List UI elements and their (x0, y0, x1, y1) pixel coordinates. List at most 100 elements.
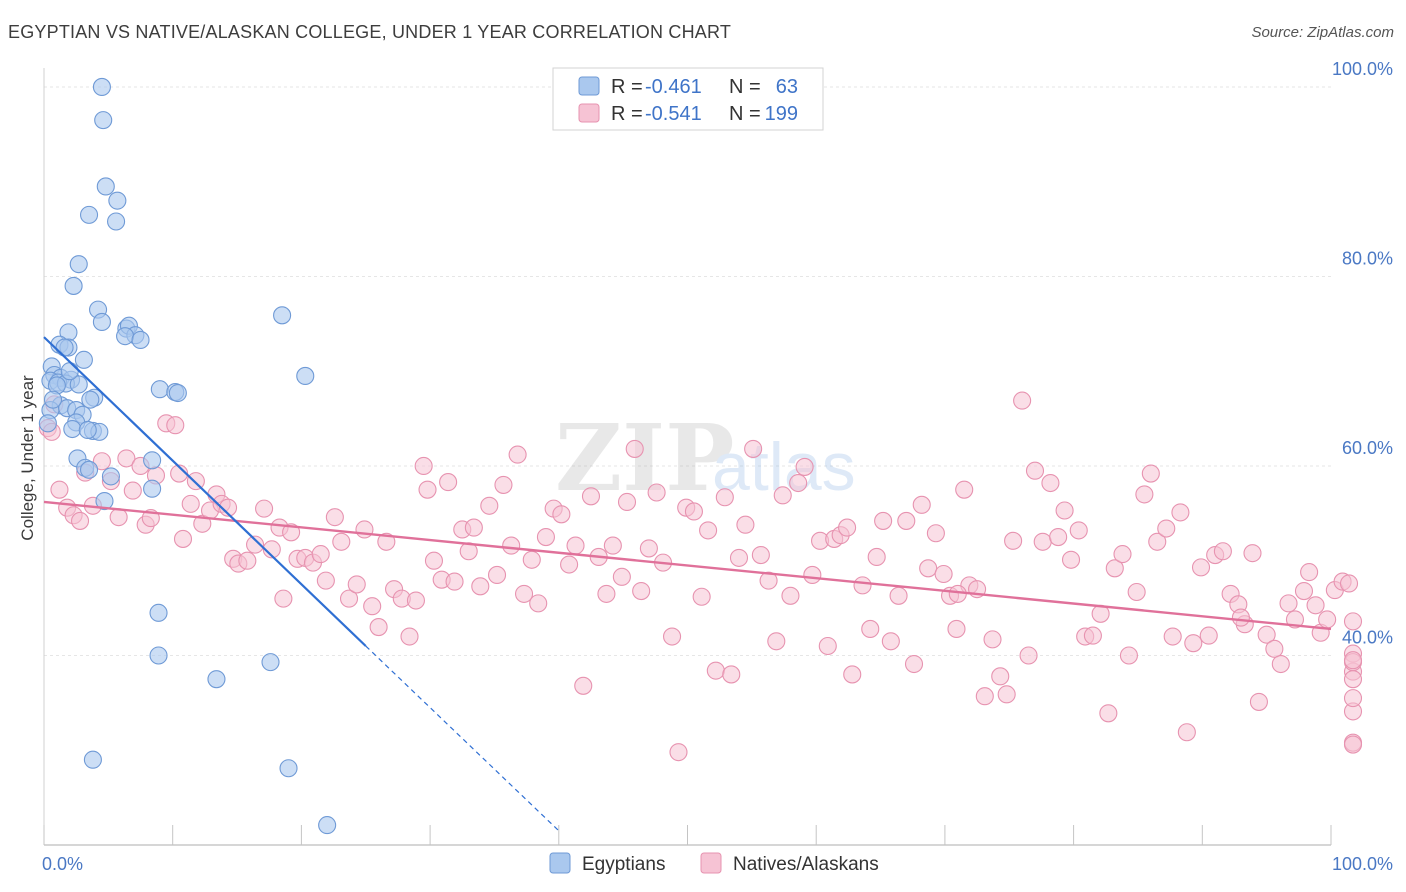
legend-n-value-natives: 199 (765, 103, 798, 125)
natives-point (574, 676, 593, 695)
natives-point (1300, 563, 1319, 582)
natives-point (639, 539, 658, 558)
natives-point (1055, 501, 1074, 520)
natives-point (536, 527, 555, 547)
legend-n-label-egyptians: N = (729, 76, 761, 98)
watermark-zip: ZIP (555, 404, 734, 512)
y-tick-label: 60.0% (1342, 438, 1393, 458)
natives-series (38, 391, 1363, 762)
natives-point (92, 452, 111, 471)
natives-point (991, 667, 1010, 686)
natives-point (1041, 473, 1060, 493)
natives-point (186, 472, 205, 491)
y-axis-label: College, Under 1 year (18, 375, 37, 541)
natives-point (502, 536, 521, 555)
egyptians-point (64, 276, 83, 295)
natives-point (1105, 559, 1124, 578)
bottom-legend-label-egyptians[interactable]: Egyptians (582, 854, 665, 875)
egyptians-point (79, 460, 99, 479)
natives-point (529, 594, 548, 613)
natives-point (173, 529, 193, 548)
egyptians-point (296, 366, 315, 386)
bottom-legend-swatch-egyptians[interactable] (549, 852, 571, 874)
natives-point (612, 567, 631, 586)
natives-point (1213, 542, 1232, 561)
natives-point (1271, 654, 1290, 674)
egyptians-point (279, 759, 298, 778)
egyptians-point (60, 362, 79, 381)
natives-point (246, 535, 265, 554)
natives-point (1343, 670, 1363, 689)
natives-point (955, 480, 974, 499)
natives-point (597, 584, 616, 603)
natives-point (759, 571, 778, 590)
legend-swatch-egyptians (578, 76, 600, 96)
natives-point (934, 564, 953, 584)
y-tick-label: 40.0% (1342, 627, 1393, 647)
y-tick-label: 80.0% (1342, 248, 1393, 268)
natives-point (729, 548, 749, 567)
egyptians-point (43, 390, 63, 409)
natives-point (581, 487, 601, 506)
natives-point (617, 492, 637, 512)
egyptians-point (63, 419, 82, 439)
egyptians-point (79, 205, 99, 224)
natives-point (508, 445, 527, 464)
natives-point (282, 523, 301, 542)
natives-point (1318, 610, 1337, 629)
natives-point (625, 439, 644, 458)
natives-point (1243, 544, 1262, 563)
egyptians-point (143, 451, 162, 470)
natives-point (867, 547, 886, 566)
bottom-legend-label-natives[interactable]: Natives/Alaskans (733, 854, 879, 875)
natives-point (274, 589, 293, 608)
natives-point (1135, 485, 1154, 504)
natives-point (218, 498, 238, 517)
natives-point (632, 582, 651, 601)
natives-point (818, 636, 837, 656)
natives-point (744, 439, 763, 458)
natives-point (1257, 625, 1276, 644)
natives-point (699, 521, 718, 540)
natives-trend-line (43, 500, 1332, 631)
natives-point (1113, 545, 1132, 564)
egyptians-point (96, 177, 115, 196)
natives-point (1343, 612, 1363, 631)
natives-point (912, 495, 931, 514)
bottom-legend-swatch-natives[interactable] (700, 852, 722, 874)
legend-r-label-egyptians: R = (611, 76, 643, 98)
natives-point (1343, 689, 1363, 708)
egyptians-point (38, 414, 57, 433)
egyptians-point (150, 380, 169, 399)
natives-point (339, 589, 359, 608)
natives-point (369, 618, 388, 637)
natives-point (1339, 574, 1359, 593)
natives-point (926, 524, 945, 543)
natives-point (1343, 735, 1363, 754)
natives-point (881, 632, 900, 651)
natives-point (355, 520, 374, 539)
egyptians-point (261, 653, 280, 672)
natives-point (262, 540, 281, 559)
legend-n-label-natives: N = (729, 103, 761, 125)
y-tick-labels: 40.0% 60.0% 80.0% 100.0% (1332, 59, 1393, 648)
egyptians-point (131, 330, 150, 350)
natives-point (803, 565, 822, 584)
natives-point (781, 586, 800, 605)
natives-point (1279, 594, 1298, 613)
natives-point (919, 559, 938, 578)
natives-point (843, 665, 862, 684)
natives-point (166, 416, 185, 435)
natives-point (471, 577, 490, 596)
x-tick-marks (43, 825, 1332, 845)
natives-point (947, 619, 966, 639)
egyptians-point (69, 375, 88, 394)
natives-point (874, 511, 893, 530)
natives-point (193, 514, 212, 533)
natives-point (853, 576, 872, 595)
natives-point (316, 571, 335, 590)
natives-point (494, 475, 513, 494)
natives-point (1025, 461, 1045, 480)
natives-point (897, 511, 916, 530)
natives-point (515, 584, 534, 603)
